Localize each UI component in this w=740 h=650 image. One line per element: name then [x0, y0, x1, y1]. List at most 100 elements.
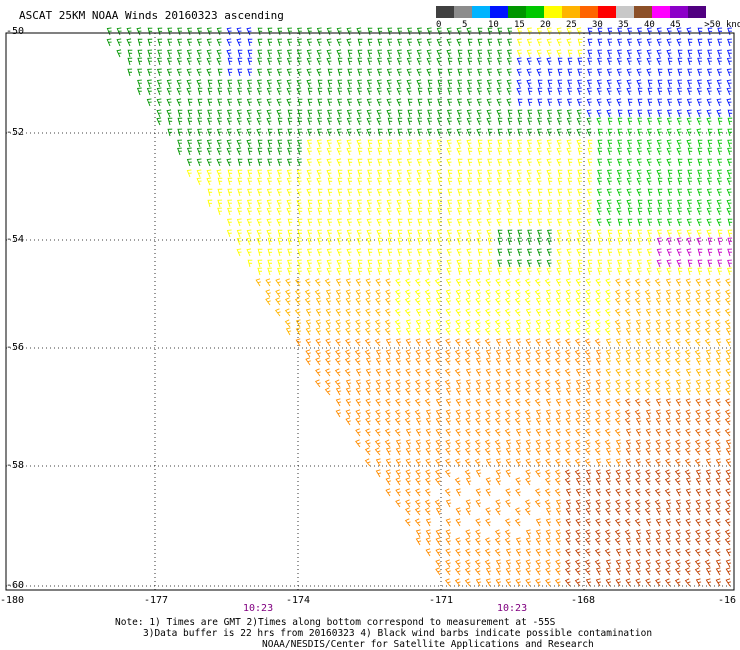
wind-barb	[525, 338, 531, 347]
wind-barb	[405, 349, 411, 358]
wind-barb	[347, 68, 353, 77]
wind-barb	[665, 439, 671, 448]
wind-barb	[177, 109, 183, 118]
wind-barb	[585, 398, 591, 407]
wind-barb	[495, 338, 502, 347]
wind-barb	[375, 387, 381, 396]
wind-barb	[515, 559, 522, 568]
wind-barb	[386, 199, 392, 208]
wind-barb	[227, 207, 232, 216]
wind-barb	[647, 199, 653, 208]
wind-barb	[526, 79, 532, 88]
wind-barb	[445, 338, 451, 347]
wind-barb	[527, 229, 532, 238]
wind-barb	[696, 229, 702, 238]
wind-barb	[177, 117, 183, 126]
wind-barb	[457, 188, 462, 197]
wind-barb	[607, 117, 613, 126]
wind-barb	[206, 38, 212, 47]
wind-barb	[267, 147, 273, 156]
wind-barb	[635, 559, 641, 568]
wind-barb	[547, 68, 553, 77]
wind-barb	[525, 308, 532, 317]
wind-barb	[565, 439, 571, 448]
wind-barb	[417, 98, 423, 107]
wind-barb	[327, 218, 332, 227]
wind-barb	[157, 27, 163, 36]
wind-barb	[636, 267, 642, 276]
wind-barb	[545, 567, 551, 576]
wind-barb	[186, 87, 192, 96]
wind-barb	[585, 368, 592, 377]
wind-barb	[207, 188, 213, 197]
wind-barb	[635, 368, 641, 377]
wind-barb	[456, 128, 462, 137]
wind-barb	[127, 57, 133, 66]
wind-barb	[657, 207, 662, 216]
wind-barb	[595, 349, 602, 358]
wind-barb	[466, 199, 472, 208]
wind-barb	[696, 87, 702, 96]
wind-barb	[395, 387, 401, 396]
wind-barb	[627, 128, 632, 137]
wind-barb	[597, 38, 603, 47]
wind-barb	[625, 469, 631, 478]
wind-barb	[455, 428, 461, 437]
wind-barb	[396, 169, 402, 178]
wind-barb	[385, 409, 391, 418]
wind-barb	[557, 57, 563, 66]
wind-barb	[237, 158, 243, 167]
wind-barb	[655, 529, 662, 538]
wind-barb	[605, 499, 611, 508]
wind-barb	[655, 319, 661, 328]
wind-barb	[615, 548, 622, 557]
wind-barb	[594, 338, 601, 347]
wind-barb	[327, 79, 333, 88]
wind-barb	[717, 237, 723, 246]
wind-barb	[486, 188, 492, 197]
wind-barb	[345, 409, 351, 418]
wind-barb	[714, 529, 721, 538]
wind-barb	[507, 128, 513, 137]
wind-barb	[694, 447, 701, 456]
wind-barb	[446, 158, 452, 167]
wind-barb	[715, 507, 721, 516]
wind-barb	[467, 68, 472, 77]
wind-barb	[415, 488, 421, 497]
wind-barb	[287, 237, 293, 246]
wind-barb	[294, 308, 301, 317]
wind-barb	[666, 218, 672, 227]
wind-barb	[247, 169, 253, 178]
wind-barb	[295, 327, 302, 336]
wind-barb	[576, 218, 582, 227]
wind-barb	[617, 259, 622, 268]
wind-barb	[466, 98, 472, 107]
wind-barb	[286, 199, 292, 208]
wind-barb	[584, 447, 591, 456]
wind-barb	[515, 537, 522, 546]
wind-barb	[466, 87, 472, 96]
wind-barb	[345, 278, 352, 287]
wind-barb	[376, 109, 382, 118]
wind-barb	[465, 289, 471, 298]
wind-barb	[426, 237, 432, 246]
wind-barb	[725, 398, 731, 407]
wind-barb	[585, 409, 591, 418]
wind-barb	[295, 278, 301, 287]
wind-barb	[726, 158, 732, 167]
wind-barb	[507, 38, 512, 47]
wind-barb	[535, 417, 542, 426]
legend-color-bar	[436, 6, 706, 18]
wind-barb	[424, 379, 431, 388]
wind-barb	[246, 229, 252, 238]
wind-barb	[557, 199, 562, 208]
wind-barb	[477, 68, 482, 77]
wind-barb	[296, 87, 302, 96]
wind-barb	[207, 199, 213, 208]
wind-barb	[634, 409, 641, 418]
wind-barb	[464, 447, 471, 456]
wind-barb	[544, 499, 551, 508]
wind-barb	[515, 488, 521, 497]
wind-barb	[177, 38, 182, 47]
